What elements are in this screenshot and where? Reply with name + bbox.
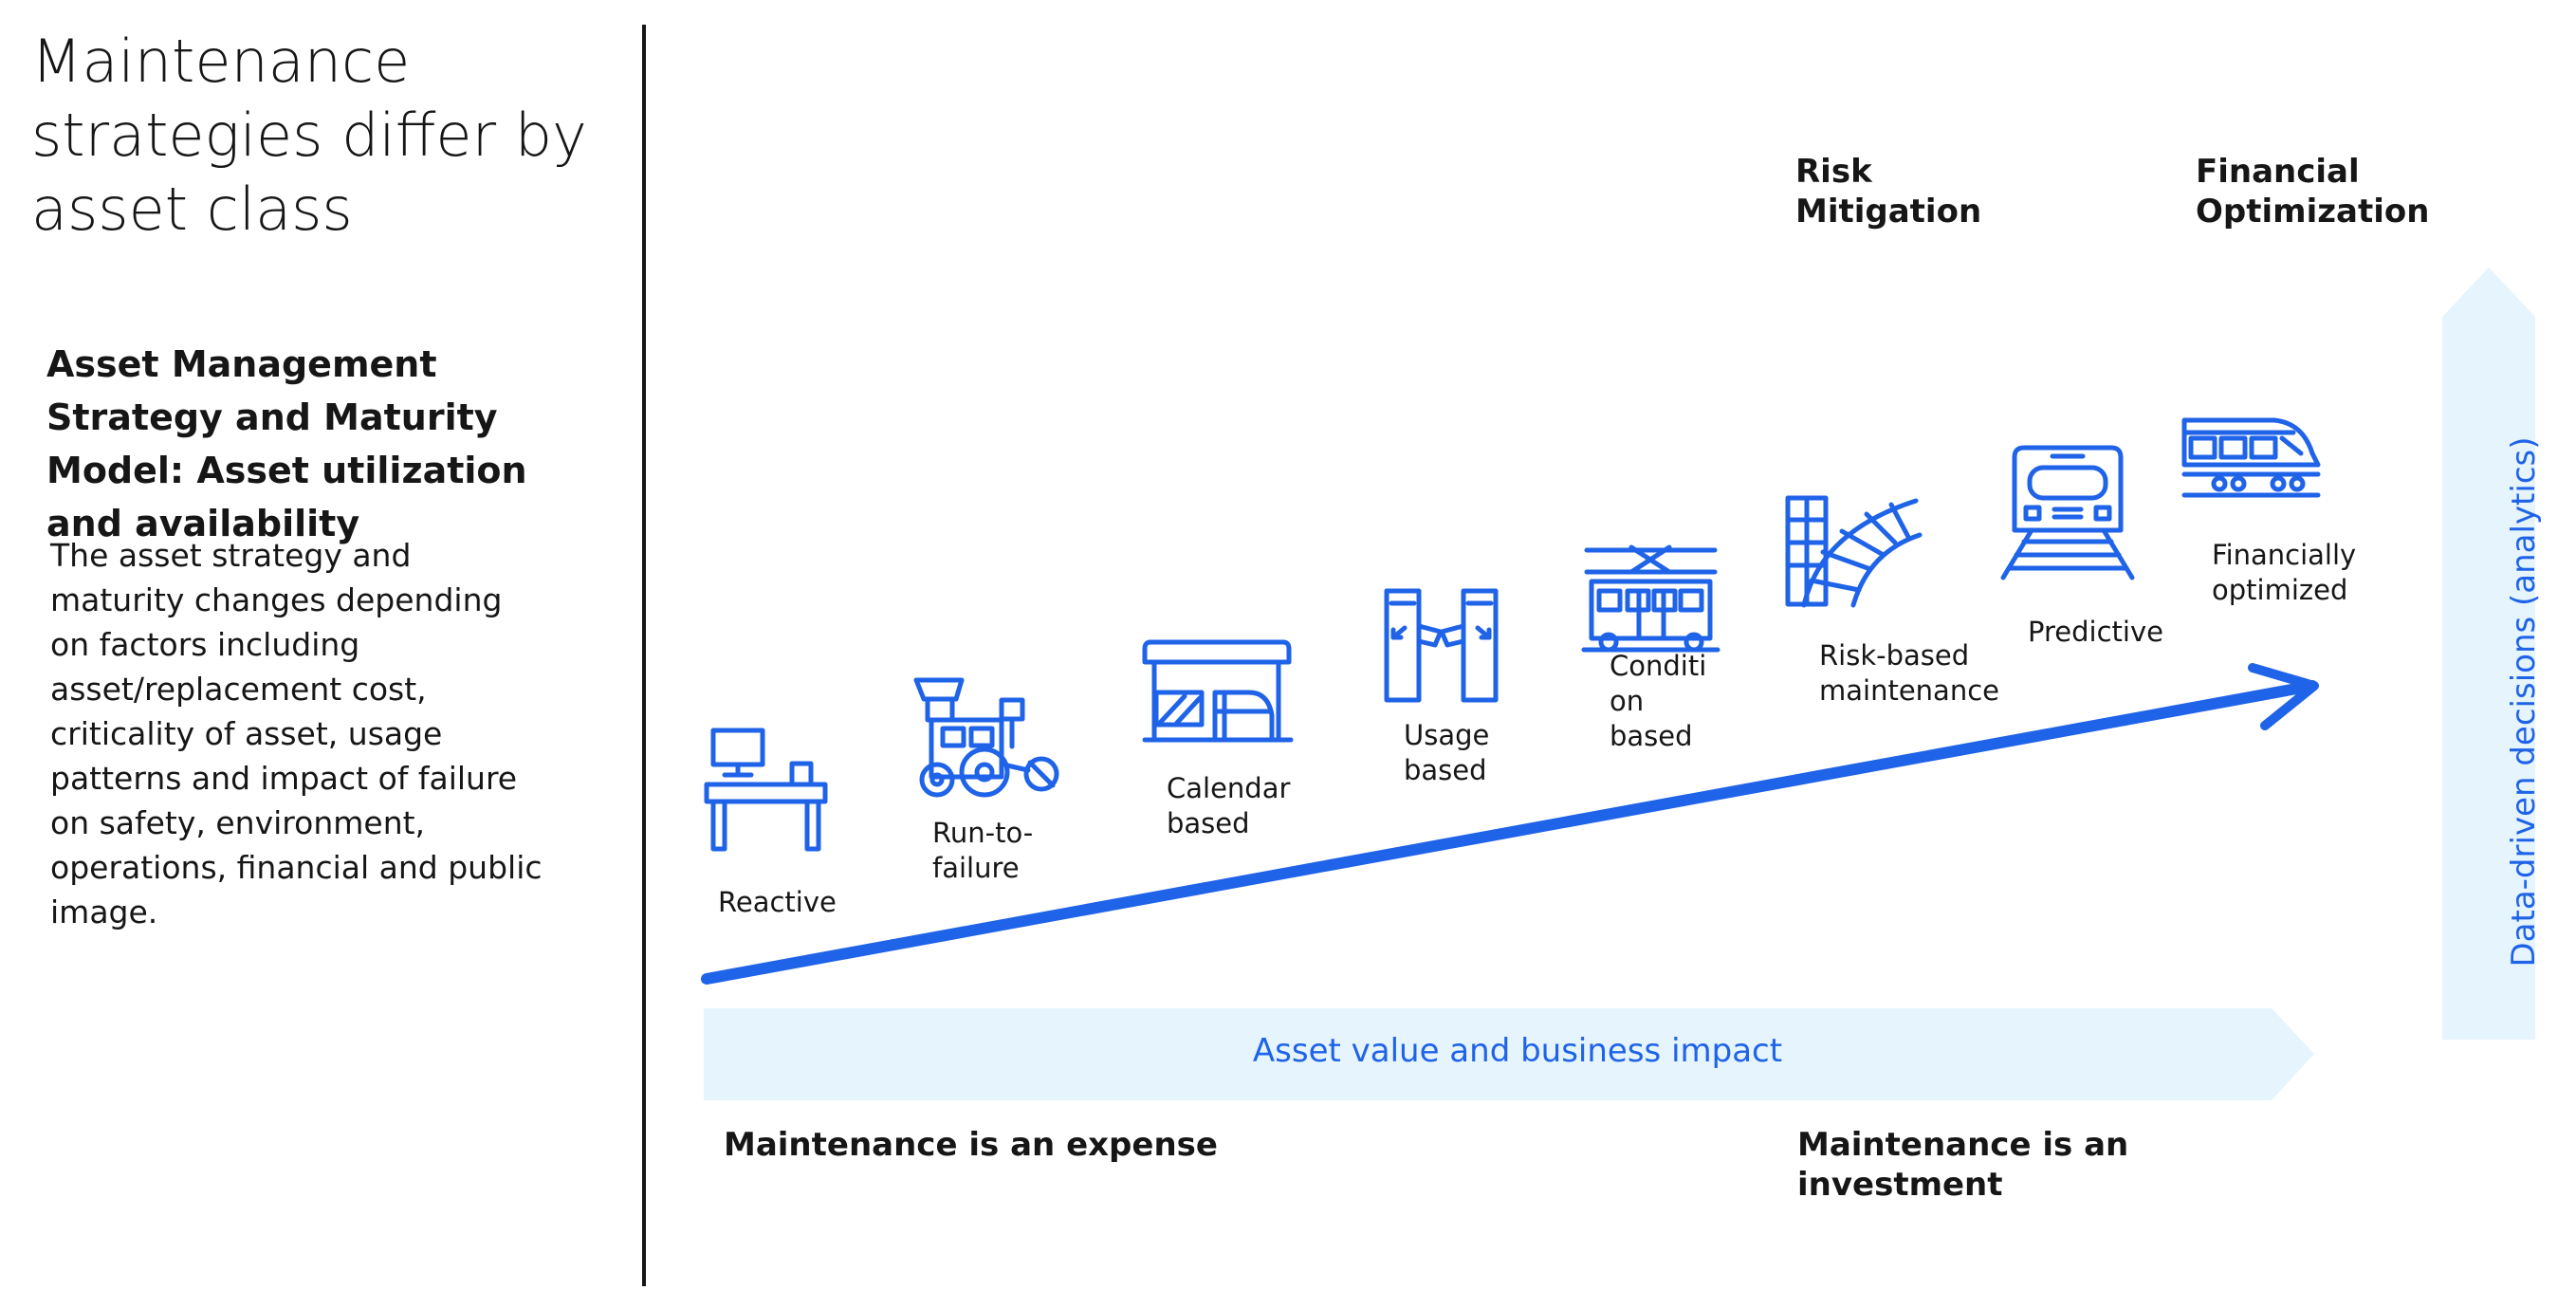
section-subtitle: Asset Management Strategy and Maturity M…: [46, 343, 527, 544]
bottom-label-expense: Maintenance is an expense: [724, 1126, 1218, 1164]
column-divider: [642, 25, 646, 1286]
stage-label-calendar-based: Calendar based: [1167, 772, 1291, 839]
body-text: The asset strategy and maturity changes …: [50, 537, 543, 931]
tram-icon: [1581, 544, 1720, 653]
bottom-label-investment: Maintenance is an investment: [1797, 1126, 2129, 1204]
desk-computer-icon: [704, 728, 828, 852]
stage-label-financially-optimized: Financially optimized: [2212, 539, 2357, 606]
vertical-axis-label: Data-driven decisions (analytics): [2505, 436, 2543, 968]
high-speed-train-icon: [2181, 417, 2321, 498]
stage-label-condition-based: Conditi on based: [1610, 650, 1707, 752]
stage-label-usage-based: Usage based: [1404, 719, 1490, 786]
stage-label-reactive: Reactive: [718, 886, 837, 918]
turnstile-gate-icon: [1384, 588, 1499, 703]
stage-label-risk-based: Risk-based maintenance: [1819, 639, 1999, 707]
heading-risk-mitigation: Risk Mitigation: [1795, 153, 1982, 230]
station-shelter-icon: [1142, 639, 1294, 743]
stage-label-predictive: Predictive: [2028, 616, 2163, 648]
heading-financial-optimization: Financial Optimization: [2196, 153, 2430, 230]
page-title: Maintenance strategies differ by asset c…: [31, 27, 587, 244]
tractor-icon: [913, 677, 1059, 798]
band-label: Asset value and business impact: [1252, 1032, 1783, 1070]
stage-label-run-to-failure: Run-to-failure: [932, 817, 1034, 884]
train-front-icon: [2000, 445, 2135, 580]
curved-track-icon: [1785, 495, 1923, 608]
